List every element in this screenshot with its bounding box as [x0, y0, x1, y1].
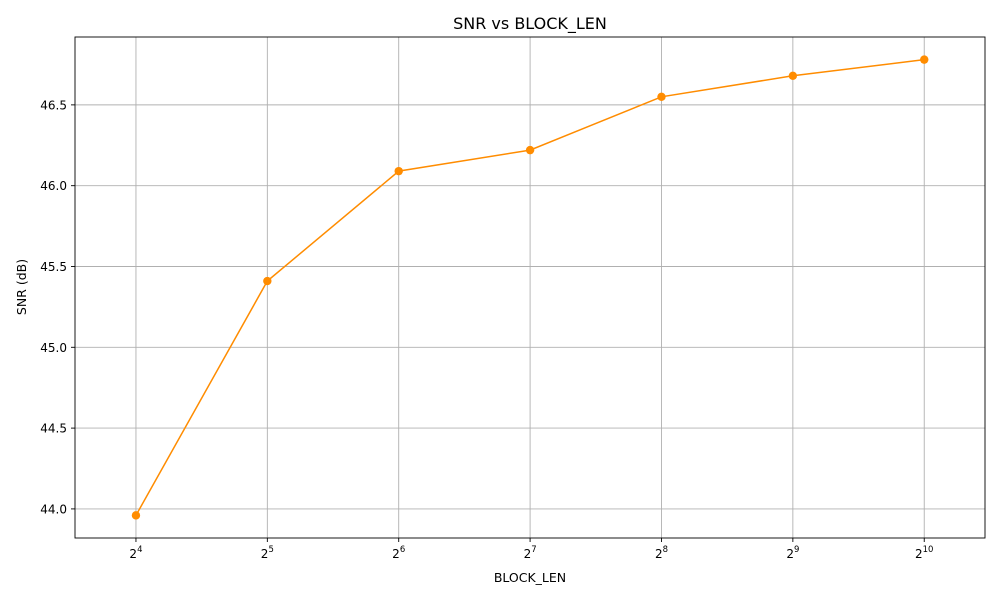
- x-tick-exponent: 10: [923, 545, 934, 555]
- data-point-marker: [394, 166, 403, 176]
- x-tick-exponent: 9: [794, 545, 799, 555]
- data-point-marker: [263, 276, 272, 286]
- data-point-marker: [788, 71, 798, 80]
- x-axis-label: BLOCK_LEN: [494, 570, 566, 585]
- series-layer: [131, 55, 929, 520]
- data-point-marker: [920, 55, 929, 64]
- y-tick-label: 45.0: [40, 341, 67, 355]
- y-tick-label: 46.5: [40, 98, 67, 112]
- x-tick-base: 2: [129, 547, 137, 561]
- x-tick-label: 26: [392, 545, 405, 561]
- x-tick-exponent: 7: [531, 545, 536, 555]
- x-tick-label: 28: [655, 545, 668, 561]
- x-tick-exponent: 8: [663, 545, 668, 555]
- x-tick-label: 210: [915, 545, 933, 561]
- chart-title: SNR vs BLOCK_LEN: [453, 14, 607, 34]
- data-point-marker: [525, 145, 535, 155]
- x-tick-base: 2: [524, 547, 532, 561]
- x-tick-exponent: 6: [400, 545, 405, 555]
- x-tick-base: 2: [655, 547, 663, 561]
- x-tick-exponent: 4: [137, 545, 142, 555]
- x-tick-base: 2: [915, 547, 923, 561]
- y-tick-label: 45.5: [40, 260, 67, 274]
- data-point-marker: [131, 511, 141, 520]
- x-tick-label: 24: [129, 545, 142, 561]
- x-tick-exponent: 5: [268, 545, 273, 555]
- x-tick-base: 2: [261, 547, 269, 561]
- x-tick-label: 25: [261, 545, 274, 561]
- x-tick-label: 27: [524, 545, 537, 561]
- y-tick-label: 44.0: [40, 502, 67, 516]
- x-tick-base: 2: [392, 547, 400, 561]
- data-point-marker: [657, 92, 666, 101]
- grid: [75, 37, 985, 538]
- y-axis-label: SNR (dB): [14, 259, 29, 315]
- y-tick-label: 46.0: [40, 179, 67, 193]
- y-tick-label: 44.5: [40, 422, 67, 436]
- x-tick-base: 2: [786, 547, 794, 561]
- x-tick-label: 29: [786, 545, 799, 561]
